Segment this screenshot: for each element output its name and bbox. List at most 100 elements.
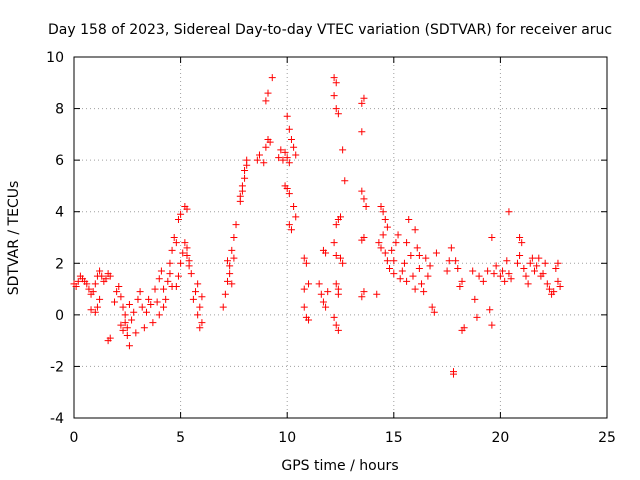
data-point: [518, 239, 526, 247]
data-point: [132, 329, 140, 337]
data-point: [471, 295, 479, 303]
data-point: [117, 321, 125, 329]
data-point: [255, 151, 263, 159]
data-point: [360, 94, 368, 102]
data-point: [422, 254, 430, 262]
data-point: [224, 277, 232, 285]
data-point: [392, 239, 400, 247]
data-point: [283, 185, 291, 193]
data-point: [484, 267, 492, 275]
data-point: [179, 249, 187, 257]
data-point: [524, 280, 532, 288]
data-point: [452, 257, 460, 265]
data-point: [360, 195, 368, 203]
y-tick-label: -4: [50, 411, 64, 427]
data-point: [358, 99, 366, 107]
data-point: [72, 282, 80, 290]
data-point: [153, 298, 161, 306]
data-point: [339, 146, 347, 154]
data-point: [83, 280, 91, 288]
data-point: [492, 262, 500, 270]
data-point: [145, 295, 153, 303]
data-point: [381, 215, 389, 223]
data-point: [292, 213, 300, 221]
data-point: [230, 254, 238, 262]
data-point: [106, 334, 114, 342]
data-point: [198, 319, 206, 327]
data-point: [264, 136, 272, 144]
data-point: [219, 303, 227, 311]
data-point: [428, 303, 436, 311]
data-point: [531, 267, 539, 275]
data-point: [172, 282, 180, 290]
data-point: [456, 282, 464, 290]
data-point: [398, 267, 406, 275]
data-point: [503, 257, 511, 265]
data-point: [285, 221, 293, 229]
data-point: [283, 112, 291, 120]
data-point: [230, 234, 238, 241]
data-point: [174, 272, 182, 280]
data-point: [155, 275, 163, 283]
axis-ticks: 0 5 10 15 20 25 -4 -2 0 2 4 6 8 10: [46, 50, 616, 446]
x-tick-label: 20: [491, 430, 509, 446]
data-point: [85, 285, 93, 293]
data-point: [172, 239, 180, 247]
data-point: [516, 234, 524, 241]
data-point: [300, 285, 308, 293]
data-point: [424, 272, 432, 280]
data-point: [516, 252, 524, 260]
data-point: [473, 313, 481, 321]
data-point: [119, 326, 127, 334]
data-point: [334, 290, 342, 298]
y-tick-label: 2: [55, 256, 64, 272]
data-point: [221, 290, 229, 298]
data-point: [125, 342, 133, 350]
data-point: [418, 280, 426, 288]
data-point: [501, 277, 509, 285]
data-point: [164, 277, 172, 285]
data-point: [170, 234, 178, 241]
data-point: [123, 331, 131, 339]
data-point: [194, 280, 202, 288]
data-point: [552, 264, 560, 272]
data-point: [379, 208, 387, 216]
data-point: [160, 303, 168, 311]
data-point: [196, 303, 204, 311]
data-point: [535, 254, 543, 262]
data-point: [91, 280, 99, 288]
y-tick-label: 8: [55, 102, 64, 118]
data-point: [130, 308, 138, 316]
data-point: [539, 270, 547, 278]
y-tick-label: 10: [46, 50, 64, 66]
data-point: [332, 280, 340, 288]
data-point: [285, 190, 293, 198]
data-point: [194, 311, 202, 319]
data-point: [96, 267, 104, 275]
data-point: [93, 303, 101, 311]
data-point: [341, 177, 349, 185]
data-point: [166, 270, 174, 278]
data-point: [332, 79, 340, 87]
data-point: [379, 231, 387, 239]
data-point: [187, 270, 195, 278]
data-point: [232, 221, 240, 229]
data-point: [334, 326, 342, 334]
data-point: [177, 210, 185, 218]
data-point: [106, 272, 114, 280]
data-point: [123, 324, 131, 332]
data-point: [383, 257, 391, 265]
data-point: [381, 249, 389, 257]
data-point: [337, 254, 344, 262]
data-point: [545, 285, 553, 293]
data-point: [475, 272, 483, 280]
data-point: [513, 259, 521, 267]
data-point: [520, 264, 528, 272]
data-point: [96, 295, 104, 303]
data-point: [121, 311, 129, 319]
data-point: [411, 285, 419, 293]
data-point: [449, 370, 457, 378]
data-point: [74, 277, 82, 285]
data-point: [281, 148, 289, 156]
data-point: [189, 295, 197, 303]
